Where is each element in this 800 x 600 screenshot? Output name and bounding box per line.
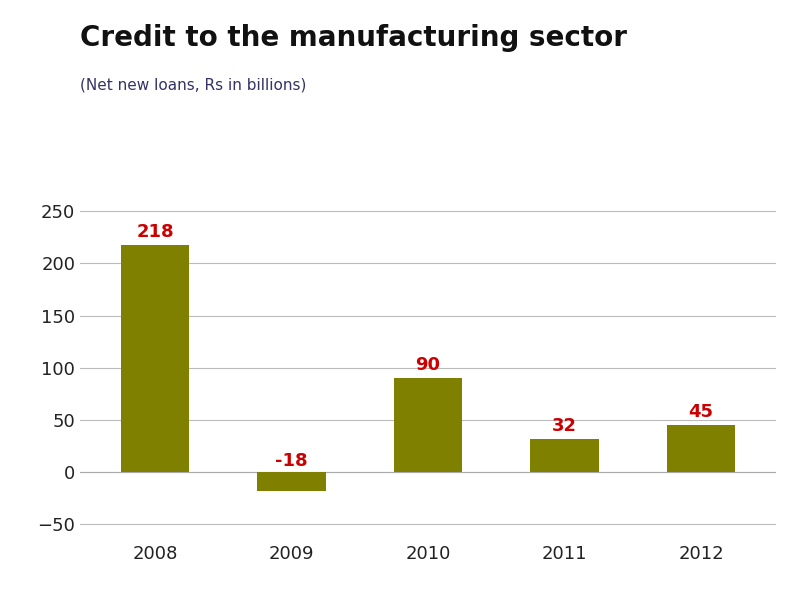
Text: 218: 218 xyxy=(136,223,174,241)
Bar xyxy=(121,245,189,472)
Bar xyxy=(667,425,735,472)
Text: 45: 45 xyxy=(689,403,714,421)
Text: 90: 90 xyxy=(415,356,441,374)
Text: Credit to the manufacturing sector: Credit to the manufacturing sector xyxy=(80,24,627,52)
Bar xyxy=(394,378,462,472)
Bar xyxy=(258,472,326,491)
Text: (Net new loans, Rs in billions): (Net new loans, Rs in billions) xyxy=(80,78,306,93)
Text: -18: -18 xyxy=(275,452,308,470)
Bar xyxy=(530,439,598,472)
Text: 32: 32 xyxy=(552,416,577,434)
